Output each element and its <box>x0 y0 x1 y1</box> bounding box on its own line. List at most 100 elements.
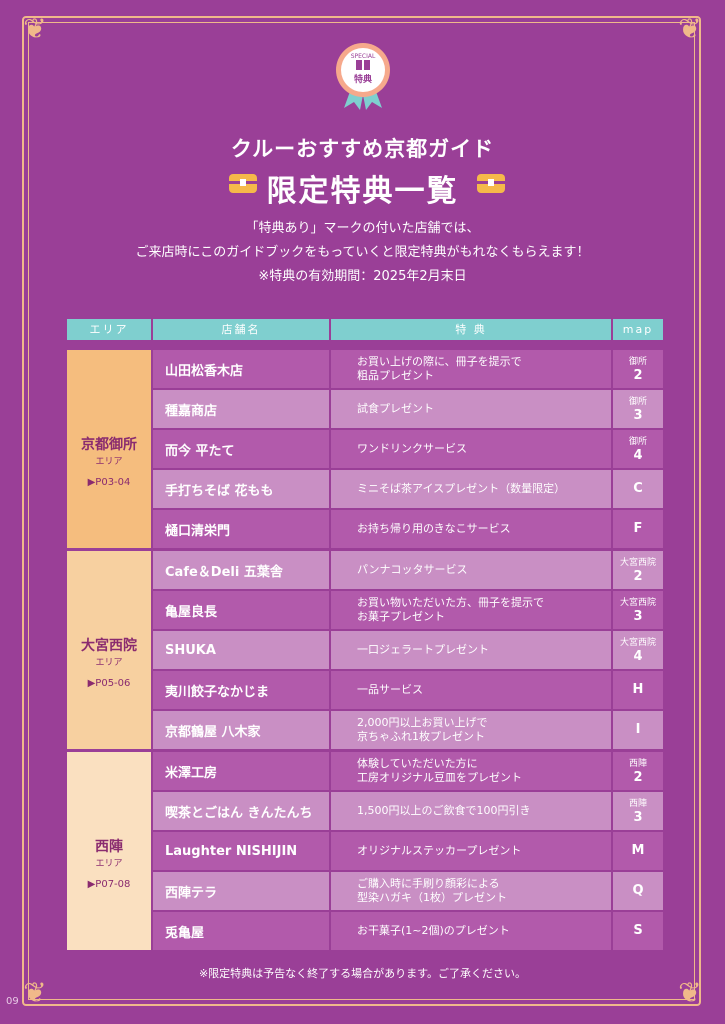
footnote: ※限定特典は予告なく終了する場合があります。ご了承ください。 <box>198 967 527 980</box>
map-ref: H <box>613 671 663 709</box>
area-name: 京都御所 <box>81 437 137 453</box>
intro-line: ※特典の有効期間：2025年2月末日 <box>258 269 467 284</box>
benefit-line: 1,500円以上のご飲食で100円引き <box>357 804 531 817</box>
benefit-line: 一品サービス <box>357 683 423 696</box>
benefit-line: お持ち帰り用のきなこサービス <box>357 522 511 535</box>
map-ref: 西陣 3 <box>613 792 663 830</box>
map-area: 西陣 <box>628 799 647 809</box>
shop-name: 京都鶴屋 八木家 <box>153 711 329 749</box>
benefit-cell: ご購入時に手刷り顔彩による 型染ハガキ（1枚）プレゼント <box>331 872 611 910</box>
map-area: 大宮西院 <box>619 598 656 608</box>
benefit-line: 体験していただいた方に <box>357 757 478 770</box>
corner-ornament-icon: ❦ <box>23 12 47 45</box>
table-row: 京都鶴屋 八木家 2,000円以上お買い上げで 京ちゃふれ1枚プレゼント I <box>153 711 663 749</box>
benefit-cell: お持ち帰り用のきなこサービス <box>331 510 611 548</box>
table-row: 山田松香木店 お買い上げの際に、冊子を提示で 粗品プレゼント 御所 2 <box>153 350 663 388</box>
header-map: map <box>613 319 663 340</box>
table-row: SHUKA 一口ジェラートプレゼント 大宮西院 4 <box>153 631 663 669</box>
header-area: エリア <box>67 319 151 340</box>
benefit-line: オリジナルステッカープレゼント <box>357 844 522 857</box>
table-row: 米澤工房 体験していただいた方に 工房オリジナル豆皿をプレゼント 西陣 2 <box>153 752 663 790</box>
page-frame-inner <box>28 22 695 1000</box>
benefit-cell: 一口ジェラートプレゼント <box>331 631 611 669</box>
benefit-cell: お買い上げの際に、冊子を提示で 粗品プレゼント <box>331 350 611 388</box>
benefit-line: お買い上げの際に、冊子を提示で <box>357 355 522 368</box>
area-suffix: エリア <box>95 658 123 668</box>
table-row: 西陣テラ ご購入時に手刷り顔彩による 型染ハガキ（1枚）プレゼント Q <box>153 872 663 910</box>
shop-name: 山田松香木店 <box>153 350 329 388</box>
shop-name: Cafe＆Deli 五葉舎 <box>153 551 329 589</box>
page-number: 09 <box>6 996 19 1007</box>
table-row: 樋口清栄門 お持ち帰り用のきなこサービス F <box>153 510 663 548</box>
shop-name: Laughter NISHIJIN <box>153 832 329 870</box>
benefit-cell: お干菓子(1~2個)のプレゼント <box>331 912 611 950</box>
table-row: 而今 平たて ワンドリンクサービス 御所 4 <box>153 430 663 468</box>
area-page-link[interactable]: ▶P03-04 <box>87 477 131 488</box>
map-code: M <box>631 843 645 858</box>
map-code: Q <box>632 883 644 898</box>
map-ref: 御所 3 <box>613 390 663 428</box>
map-code: F <box>633 521 643 536</box>
map-code: 2 <box>633 770 643 785</box>
page-frame <box>22 16 701 1006</box>
map-ref: 御所 4 <box>613 430 663 468</box>
intro-line: 「特典あり」マークの付いた店舗では、 <box>245 221 480 236</box>
corner-ornament-icon: ❦ <box>23 976 47 1009</box>
corner-ornament-icon: ❦ <box>678 976 702 1009</box>
badge-label: 特典 <box>354 73 372 85</box>
map-code: H <box>632 682 644 697</box>
benefit-cell: 1,500円以上のご飲食で100円引き <box>331 792 611 830</box>
page-title: 限定特典一覧 <box>266 174 459 209</box>
benefit-cell: お買い物いただいた方、冊子を提示で お菓子プレゼント <box>331 591 611 629</box>
table-row: Cafe＆Deli 五葉舎 パンナコッタサービス 大宮西院 2 <box>153 551 663 589</box>
map-area: 大宮西院 <box>619 558 656 568</box>
map-code: 4 <box>633 448 643 463</box>
benefit-line: お買い物いただいた方、冊子を提示で <box>357 596 544 609</box>
map-area: 御所 <box>628 397 647 407</box>
map-ref: M <box>613 832 663 870</box>
table-row: 亀屋良長 お買い物いただいた方、冊子を提示で お菓子プレゼント 大宮西院 3 <box>153 591 663 629</box>
benefit-line: 2,000円以上お買い上げで <box>357 716 488 729</box>
benefit-line: ご購入時に手刷り顔彩による <box>357 877 500 890</box>
map-area: 御所 <box>628 357 647 367</box>
area-page-link[interactable]: ▶P07-08 <box>87 879 131 890</box>
intro-line: ご来店時にこのガイドブックをもっていくと限定特典がもれなくもらえます！ <box>135 245 590 260</box>
map-ref: F <box>613 510 663 548</box>
benefit-line: ミニそば茶アイスプレゼント（数量限定） <box>357 482 566 495</box>
benefit-cell: ミニそば茶アイスプレゼント（数量限定） <box>331 470 611 508</box>
shop-name: 米澤工房 <box>153 752 329 790</box>
header-benefit: 特 典 <box>331 319 611 340</box>
table-row: 手打ちそば 花もも ミニそば茶アイスプレゼント（数量限定） C <box>153 470 663 508</box>
shop-name: 夷川餃子なかじま <box>153 671 329 709</box>
area-suffix: エリア <box>95 859 123 869</box>
table-row: Laughter NISHIJIN オリジナルステッカープレゼント M <box>153 832 663 870</box>
map-code: 3 <box>633 810 643 825</box>
shop-name: 亀屋良長 <box>153 591 329 629</box>
treasure-chest-icon <box>477 174 505 193</box>
map-area: 西陣 <box>628 759 647 769</box>
area-block: 大宮西院 エリア ▶P05-06 <box>67 551 151 749</box>
benefit-line: パンナコッタサービス <box>357 563 468 576</box>
benefit-line: 一口ジェラートプレゼント <box>357 643 489 656</box>
map-area: 大宮西院 <box>619 638 656 648</box>
shop-name: 西陣テラ <box>153 872 329 910</box>
benefit-line: 粗品プレゼント <box>357 369 434 382</box>
map-ref: 御所 2 <box>613 350 663 388</box>
map-code: C <box>633 481 643 496</box>
header-shop: 店舗名 <box>153 319 329 340</box>
map-ref: C <box>613 470 663 508</box>
area-page-link[interactable]: ▶P05-06 <box>87 678 131 689</box>
guide-subtitle: クルーおすすめ京都ガイド <box>230 137 495 161</box>
map-code: S <box>633 923 643 938</box>
shop-name: 手打ちそば 花もも <box>153 470 329 508</box>
map-code: 3 <box>633 609 643 624</box>
treasure-chest-icon <box>229 174 257 193</box>
benefit-cell: 2,000円以上お買い上げで 京ちゃふれ1枚プレゼント <box>331 711 611 749</box>
map-ref: 大宮西院 2 <box>613 551 663 589</box>
area-block: 京都御所 エリア ▶P03-04 <box>67 350 151 548</box>
table-row: 種嘉商店 試食プレゼント 御所 3 <box>153 390 663 428</box>
benefit-line: 京ちゃふれ1枚プレゼント <box>357 730 485 743</box>
map-ref: 西陣 2 <box>613 752 663 790</box>
benefit-line: ワンドリンクサービス <box>357 442 467 455</box>
map-ref: 大宮西院 3 <box>613 591 663 629</box>
